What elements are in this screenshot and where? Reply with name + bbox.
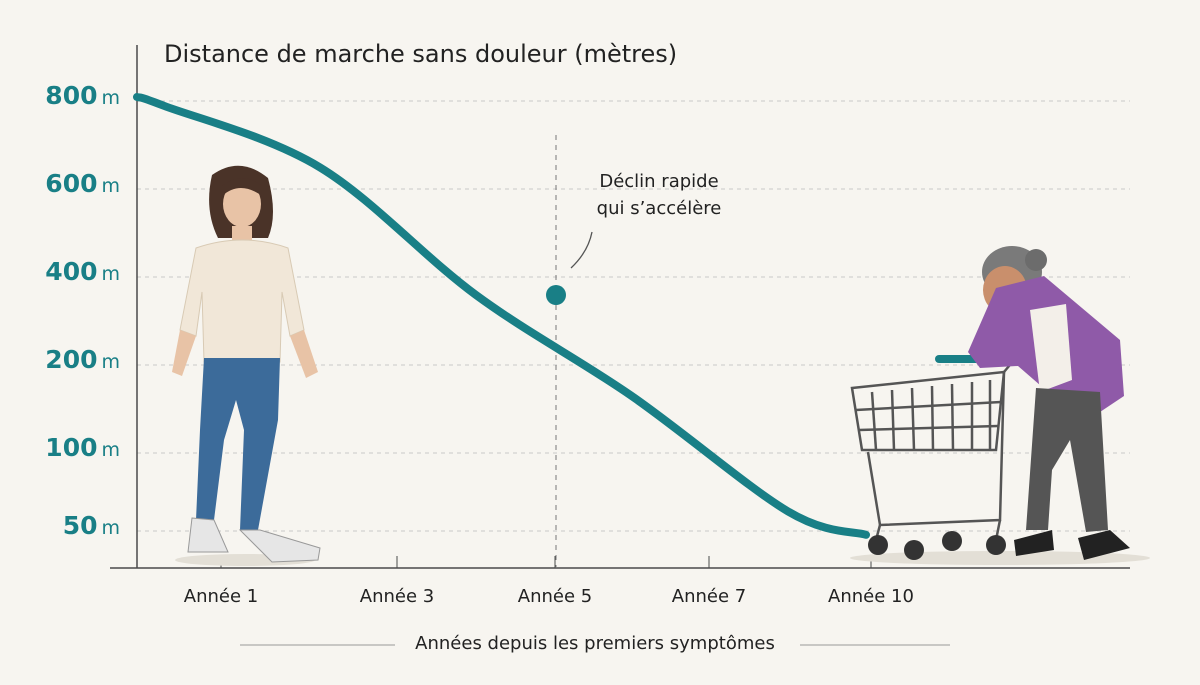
- annotation-line-1: Déclin rapide: [599, 171, 719, 192]
- y-tick-value: 600: [45, 169, 98, 198]
- highlight-point: [546, 285, 566, 305]
- y-tick-label: 800 m: [40, 81, 120, 110]
- y-tick-label: 50 m: [40, 511, 120, 540]
- y-tick-label: 600 m: [40, 169, 120, 198]
- x-tick-label: Année 1: [183, 586, 259, 607]
- decline-annotation: Déclin rapide qui s’accélère: [574, 168, 744, 222]
- y-tick-unit: m: [101, 175, 120, 197]
- y-tick-unit: m: [101, 517, 120, 539]
- y-tick-value: 800: [45, 81, 98, 110]
- y-tick-value: 200: [45, 345, 98, 374]
- y-tick-label: 100 m: [40, 433, 120, 462]
- chart-title: Distance de marche sans douleur (mètres): [164, 40, 678, 68]
- grid-lines: [137, 100, 1130, 532]
- x-tick-label: Année 3: [359, 586, 435, 607]
- y-tick-label: 400 m: [40, 257, 120, 286]
- annotation-line-2: qui s’accélère: [596, 198, 722, 219]
- x-tick-label: Année 10: [828, 586, 914, 607]
- series-layer: [133, 93, 870, 539]
- y-tick-value: 100: [45, 433, 98, 462]
- y-tick-value: 50: [62, 511, 98, 540]
- y-tick-unit: m: [101, 263, 120, 285]
- x-axis-title: Années depuis les premiers symptômes: [415, 633, 775, 654]
- elderly-woman-with-shopping-cart-icon: [850, 246, 1150, 565]
- y-tick-unit: m: [101, 351, 120, 373]
- x-tick-label: Année 7: [671, 586, 747, 607]
- woman-walking-icon: [172, 165, 321, 566]
- y-tick-unit: m: [101, 87, 120, 109]
- y-tick-value: 400: [45, 257, 98, 286]
- x-tick-label: Année 5: [517, 586, 593, 607]
- series-line: [133, 93, 870, 539]
- y-tick-label: 200 m: [40, 345, 120, 374]
- annotation-pointer: [570, 231, 593, 269]
- y-tick-unit: m: [101, 439, 120, 461]
